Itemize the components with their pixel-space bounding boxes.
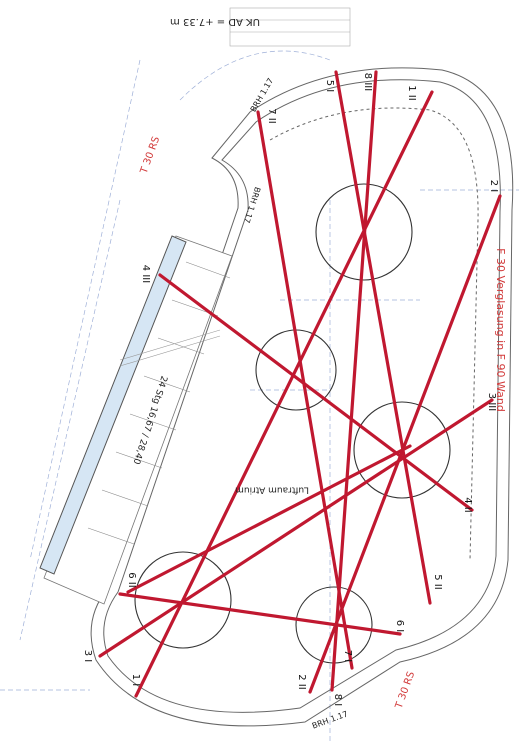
atrium-note: Luftraum Atrium [235,485,309,495]
line-label: 4 II [462,497,473,512]
line-label: 6 I [394,620,405,633]
line-label: 1 I [130,674,141,687]
level-note: UK AD = +7.33 m [170,16,260,27]
line-label: 7 I [342,650,353,663]
line-label: 8 I [332,694,343,707]
red-lines [98,70,502,698]
line-label: 2 I [488,180,499,193]
stair [39,235,233,605]
line-label: 2 II [296,674,307,689]
guides [0,7,519,744]
line-label: 8 III [362,73,373,91]
line-label: 7 II [266,108,277,123]
line-label: 6 II [126,572,137,587]
glazing-note: F 30 Verglasung in F 90 Wand [494,248,507,412]
line-label: 3 III [486,393,497,411]
line-label: 1 II [406,85,417,100]
outline [90,67,514,727]
line-label: 3 I [82,650,93,663]
line-labels: 8 III 5 I 1 II 7 II 2 I 4 III 3 III 4 II… [82,73,499,706]
line-label: 4 III [140,265,151,283]
line-label: 5 I [324,80,335,93]
line-label: 5 II [432,574,443,589]
circles [134,183,451,664]
